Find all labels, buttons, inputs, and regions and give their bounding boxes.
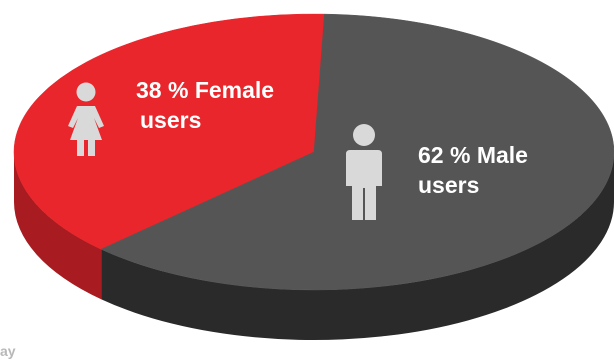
- female-person-icon: [68, 82, 104, 156]
- slice-label-female-line1: 38 % Female: [136, 77, 274, 103]
- slice-female-top: [13, 13, 325, 250]
- slice-label-female-line2: users: [140, 107, 201, 133]
- slice-label-male-line1: 62 % Male: [418, 142, 528, 168]
- slice-label-male-line2: users: [418, 172, 479, 198]
- male-person-icon: [346, 124, 382, 220]
- watermark-text: ay: [0, 343, 16, 359]
- slice-male-side: [101, 152, 614, 340]
- slice-female-side: [14, 152, 102, 300]
